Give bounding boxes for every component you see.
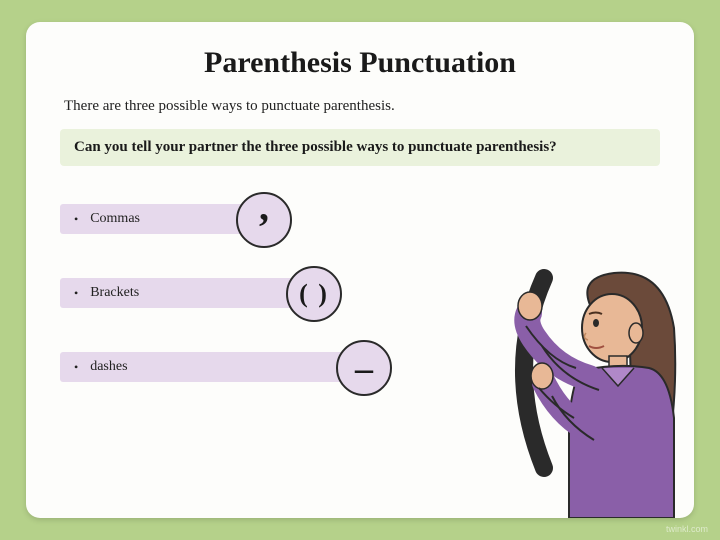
item-label: Commas [90, 211, 140, 227]
item-label: Brackets [90, 285, 139, 301]
item-bar-dashes: • dashes [60, 352, 360, 382]
person-illustration [394, 218, 694, 518]
symbol-text: – [355, 347, 373, 389]
slide-card: Parenthesis Punctuation There are three … [26, 22, 694, 518]
symbol-text: , [259, 183, 269, 230]
item-bar-commas: • Commas [60, 204, 260, 234]
bullet-icon: • [74, 212, 78, 227]
item-label: dashes [90, 359, 127, 375]
symbol-circle-dash: – [336, 340, 392, 396]
question-box: Can you tell your partner the three poss… [60, 129, 660, 166]
watermark: twinkl.com [666, 524, 708, 534]
slide-subtitle: There are three possible ways to punctua… [60, 98, 660, 115]
bullet-icon: • [74, 360, 78, 375]
slide-title: Parenthesis Punctuation [60, 46, 660, 80]
symbol-circle-brackets: ( ) [286, 266, 342, 322]
item-bar-brackets: • Brackets [60, 278, 310, 308]
bullet-icon: • [74, 286, 78, 301]
symbol-text: ( ) [299, 279, 329, 309]
symbol-circle-comma: , [236, 192, 292, 248]
